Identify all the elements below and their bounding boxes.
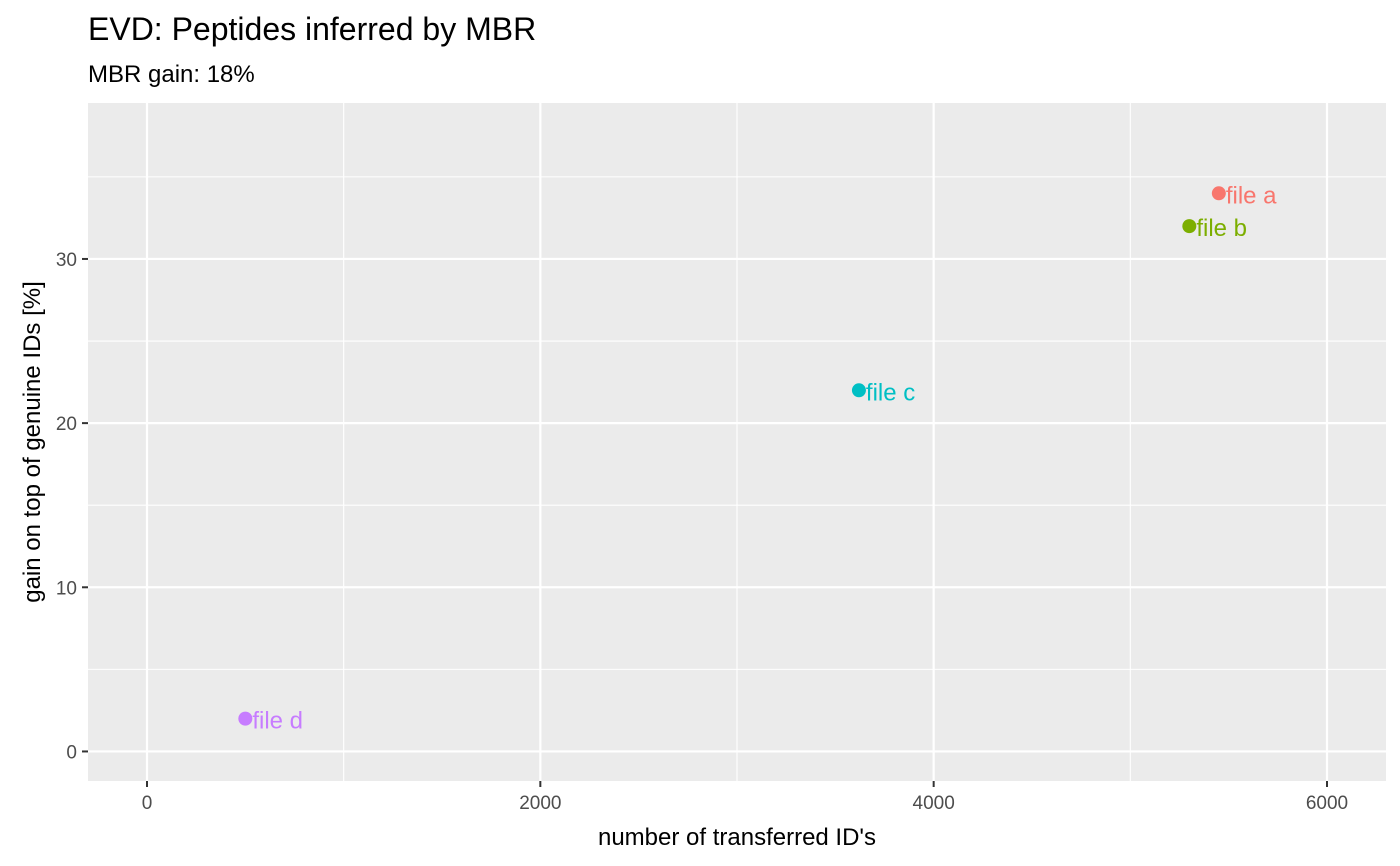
point-label: file c [866, 379, 915, 406]
chart-title: EVD: Peptides inferred by MBR [88, 11, 536, 47]
data-point [851, 383, 866, 398]
x-tick-label: 0 [142, 793, 153, 814]
data-points: file a file b file c file d [238, 182, 1277, 735]
y-axis: 0 10 20 30 [56, 250, 88, 763]
y-tick-label: 30 [56, 250, 77, 271]
major-gridlines [88, 103, 1386, 781]
x-tick-label: 2000 [519, 793, 561, 814]
y-tick-label: 20 [56, 414, 77, 435]
x-axis: 0 2000 4000 6000 [142, 781, 1348, 814]
x-axis-title: number of transferred ID's [598, 824, 876, 851]
point-label: file b [1196, 215, 1247, 242]
y-axis-title: gain on top of genuine IDs [%] [19, 281, 46, 603]
y-tick-label: 0 [66, 742, 77, 763]
minor-gridlines [88, 103, 1386, 781]
chart-subtitle: MBR gain: 18% [88, 61, 255, 88]
data-point [238, 711, 253, 726]
y-tick-label: 10 [56, 578, 77, 599]
point-label: file a [1226, 182, 1277, 209]
point-label: file d [252, 708, 303, 735]
data-point [1211, 186, 1226, 201]
data-point [1182, 219, 1197, 234]
x-tick-label: 4000 [913, 793, 955, 814]
x-tick-label: 6000 [1306, 793, 1348, 814]
